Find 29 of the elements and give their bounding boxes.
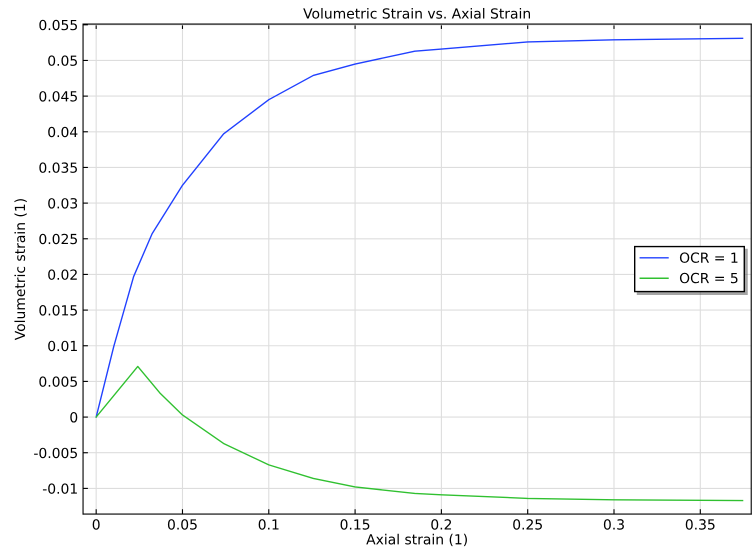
y-tick-label: 0.03 xyxy=(48,198,78,209)
line-series xyxy=(95,38,744,418)
y-tick-label: 0.05 xyxy=(48,55,77,66)
y-tick-label: 0.02 xyxy=(48,269,77,280)
y-tick-label: -0.01 xyxy=(42,483,77,494)
y-tick-label: 0.005 xyxy=(39,376,77,387)
chart-title: Volumetric Strain vs. Axial Strain xyxy=(303,8,530,19)
y-tick-label: 0.055 xyxy=(39,20,77,30)
x-tick-label: 0.15 xyxy=(340,519,370,530)
x-tick-label: 0.05 xyxy=(168,519,197,530)
y-tick-label: 0.015 xyxy=(39,305,77,316)
x-tick-label: 0.3 xyxy=(604,519,624,530)
y-tick-label: 0 xyxy=(70,412,78,423)
x-tick-label: 0 xyxy=(92,519,100,530)
y-tick-label: 0.035 xyxy=(39,162,77,173)
y-tick-label: -0.005 xyxy=(34,448,77,458)
line-series xyxy=(95,366,744,502)
legend-label: OCR = 5 xyxy=(680,272,738,284)
x-tick-label: 0.35 xyxy=(686,519,715,530)
y-tick-label: 0.045 xyxy=(39,91,77,102)
x-tick-label: 0.2 xyxy=(431,519,452,530)
y-axis-title: Volumetric strain (1) xyxy=(14,199,27,340)
x-axis-title: Axial strain (1) xyxy=(366,534,467,546)
y-tick-label: 0.01 xyxy=(48,340,77,352)
y-tick-label: 0.025 xyxy=(39,234,77,244)
x-tick-label: 0.25 xyxy=(513,519,542,530)
legend-label: OCR = 1 xyxy=(680,252,738,263)
y-tick-label: 0.04 xyxy=(48,126,78,138)
x-tick-label: 0.1 xyxy=(258,519,279,530)
